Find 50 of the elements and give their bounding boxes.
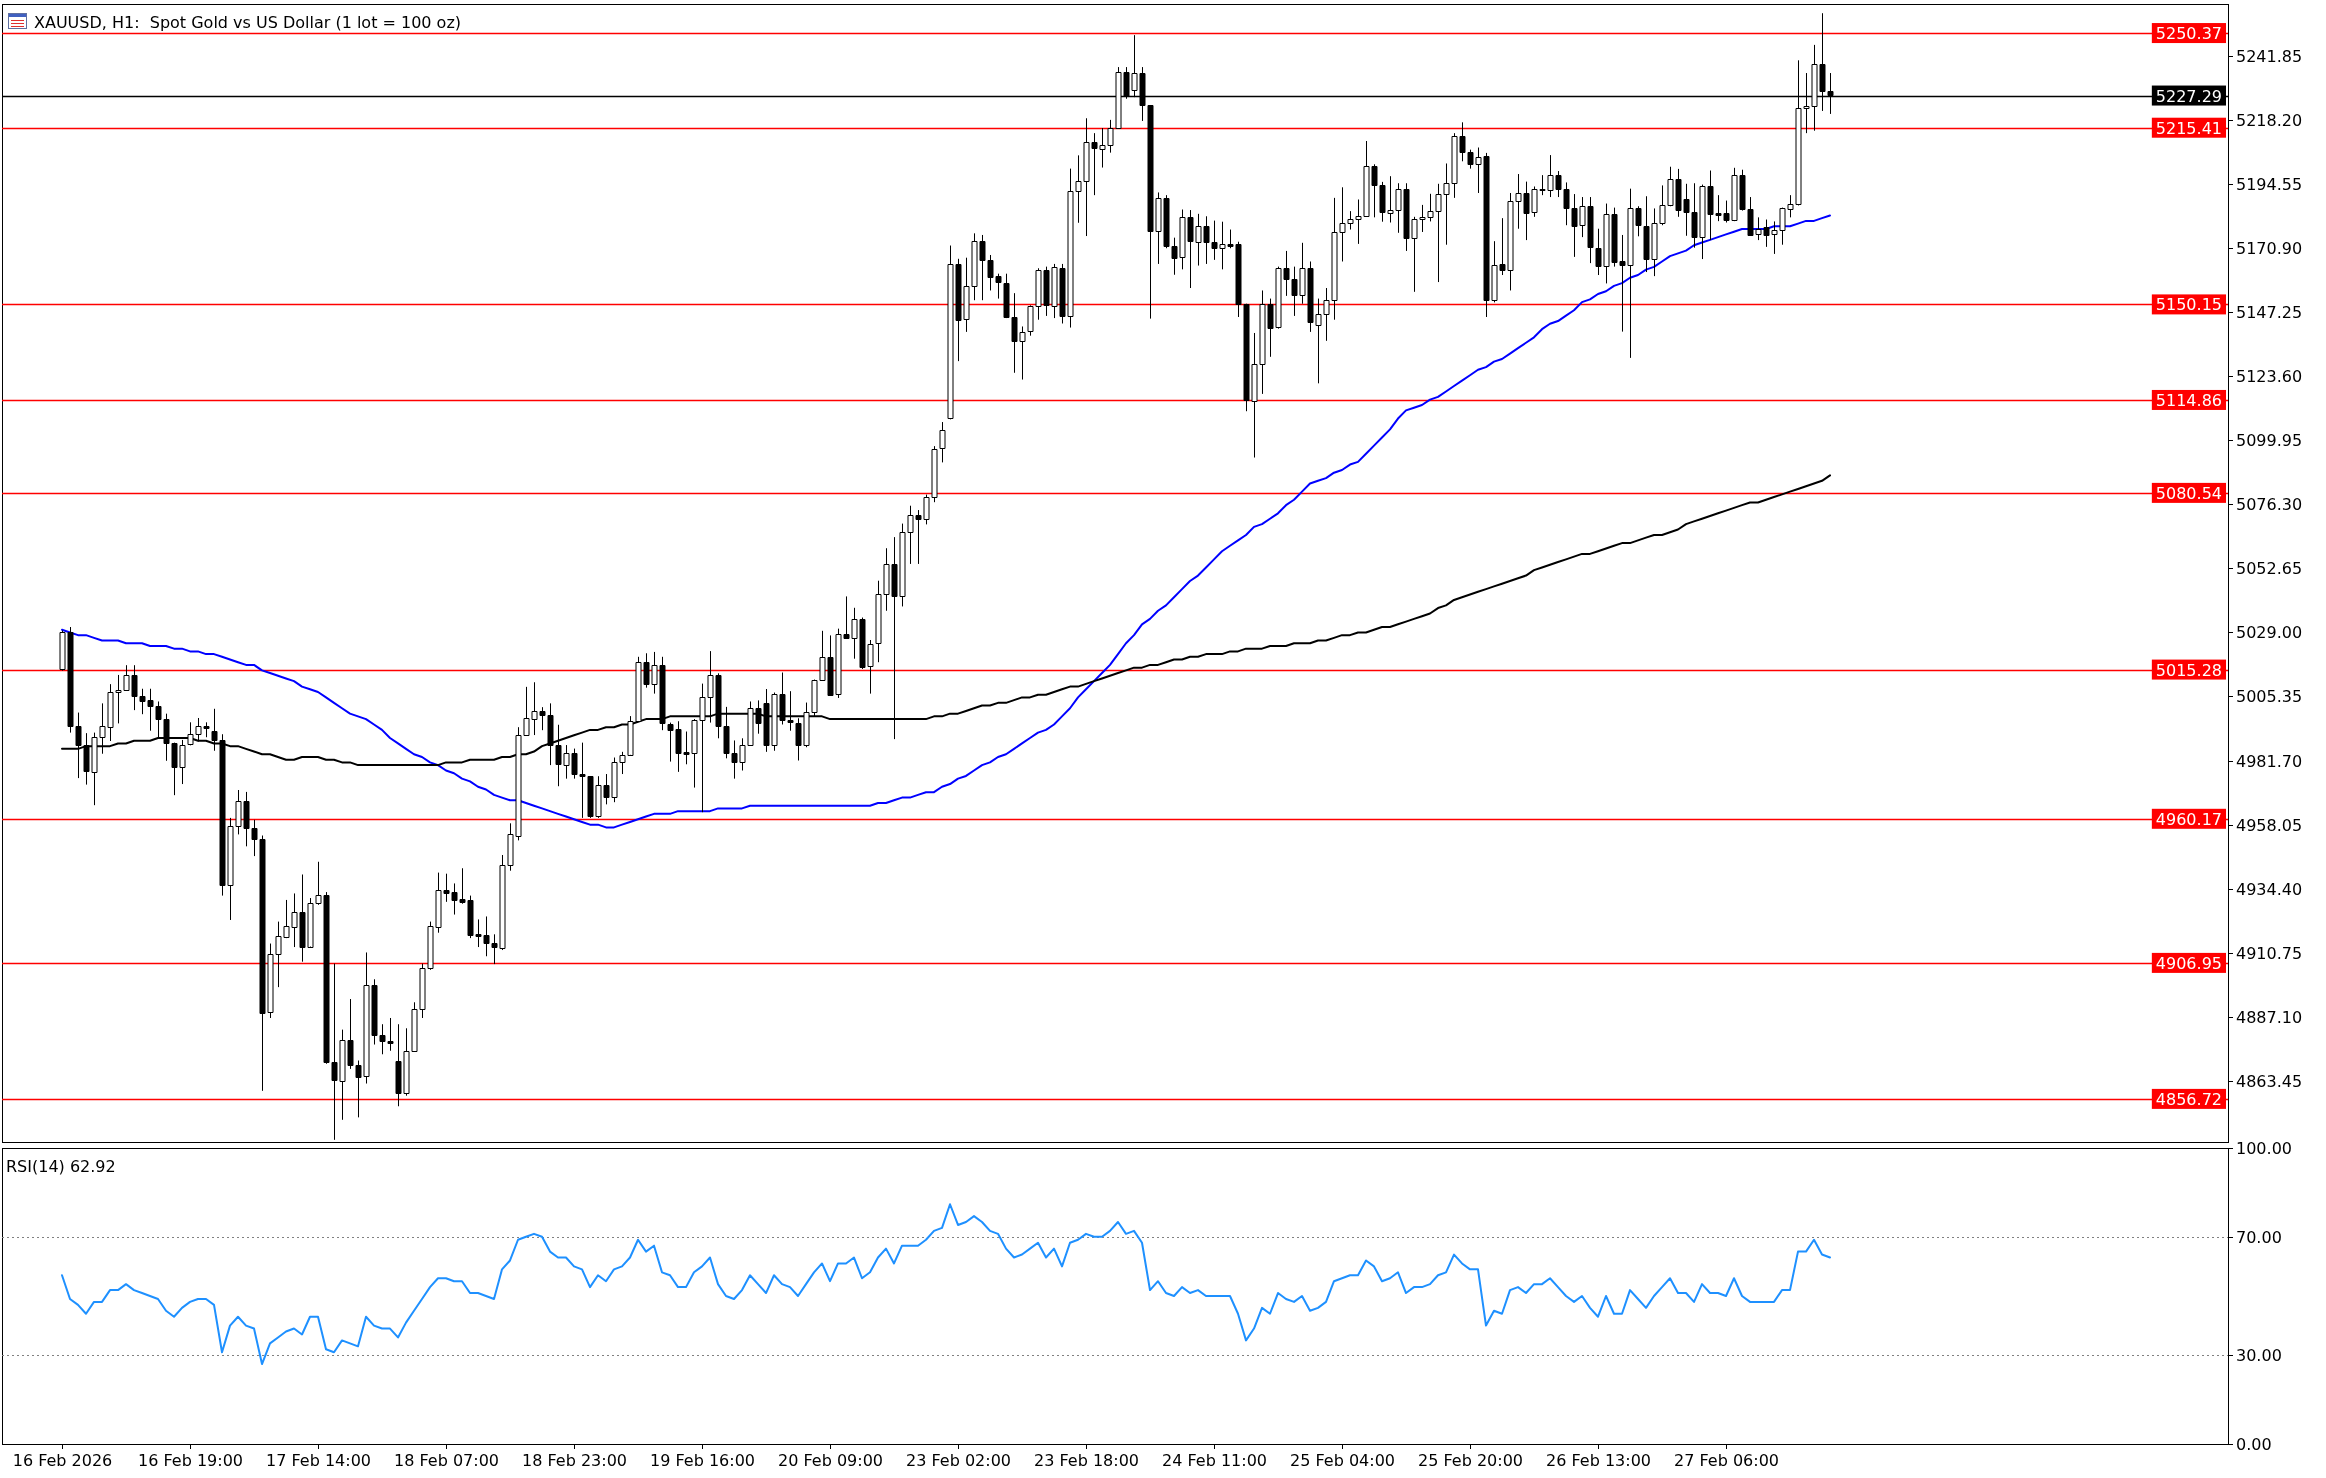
ref-line-label: 4906.95 <box>2155 953 2222 973</box>
ref-line-label: 5150.15 <box>2155 294 2222 314</box>
y-tick-label: 4887.10 <box>2236 1008 2303 1027</box>
x-tick-label: 18 Feb 23:00 <box>522 1451 627 1470</box>
y-tick-label: 4934.40 <box>2236 880 2303 899</box>
x-tick-label: 16 Feb 19:00 <box>138 1451 243 1470</box>
x-tick-label: 18 Feb 07:00 <box>394 1451 499 1470</box>
y-tick-label: 30.00 <box>2236 1346 2282 1365</box>
x-tick-label: 27 Feb 06:00 <box>1674 1451 1779 1470</box>
x-tick-label: 17 Feb 14:00 <box>266 1451 371 1470</box>
y-tick-label: 100.00 <box>2236 1139 2292 1158</box>
y-tick-label: 4910.75 <box>2236 944 2303 963</box>
line-series <box>61 1203 1831 1366</box>
x-tick-label: 23 Feb 02:00 <box>906 1451 1011 1470</box>
x-tick-label: 20 Feb 09:00 <box>778 1451 883 1470</box>
y-tick-label: 70.00 <box>2236 1228 2282 1247</box>
y-tick-label: 5218.20 <box>2236 111 2303 130</box>
y-tick-label: 5241.85 <box>2236 47 2303 66</box>
ref-line-label: 4960.17 <box>2155 809 2222 829</box>
y-tick-label: 5029.00 <box>2236 623 2303 642</box>
x-tick-label: 16 Feb 2026 <box>12 1451 113 1470</box>
ref-line-label: 5114.86 <box>2155 390 2222 410</box>
ref-line-label: 4856.72 <box>2155 1089 2222 1109</box>
ref-line-label: 5250.37 <box>2155 23 2222 43</box>
text: XAUUSD, H1: Spot Gold vs US Dollar (1 lot = 100 oz) <box>34 12 462 32</box>
text: RSI(14) 62.92 <box>6 1156 116 1176</box>
y-tick-label: 5147.25 <box>2236 303 2303 322</box>
x-tick-label: 23 Feb 18:00 <box>1034 1451 1139 1470</box>
y-tick-label: 0.00 <box>2236 1435 2272 1454</box>
y-tick-label: 5099.95 <box>2236 431 2303 450</box>
ref-line-label: 5227.29 <box>2155 86 2222 106</box>
ref-line-label: 5215.41 <box>2155 118 2222 138</box>
y-tick-label: 5194.55 <box>2236 175 2303 194</box>
y-tick-label: 4958.05 <box>2236 816 2303 835</box>
x-tick-label: 25 Feb 20:00 <box>1418 1451 1523 1470</box>
y-tick-label: 5005.35 <box>2236 687 2303 706</box>
ref-line-label: 5080.54 <box>2155 483 2222 503</box>
y-tick-label: 4981.70 <box>2236 752 2303 771</box>
y-tick-label: 5123.60 <box>2236 367 2303 386</box>
x-tick-label: 19 Feb 16:00 <box>650 1451 755 1470</box>
y-tick-label: 5076.30 <box>2236 495 2303 514</box>
x-tick-label: 26 Feb 13:00 <box>1546 1451 1651 1470</box>
line-series <box>61 214 1831 829</box>
ref-line-label: 5015.28 <box>2155 660 2222 680</box>
candlestick <box>939 421 946 463</box>
x-tick-label: 24 Feb 11:00 <box>1162 1451 1267 1470</box>
y-tick-label: 5052.65 <box>2236 559 2303 578</box>
y-tick-label: 4863.45 <box>2236 1072 2303 1091</box>
x-tick-label: 25 Feb 04:00 <box>1290 1451 1395 1470</box>
y-tick-label: 5170.90 <box>2236 239 2303 258</box>
